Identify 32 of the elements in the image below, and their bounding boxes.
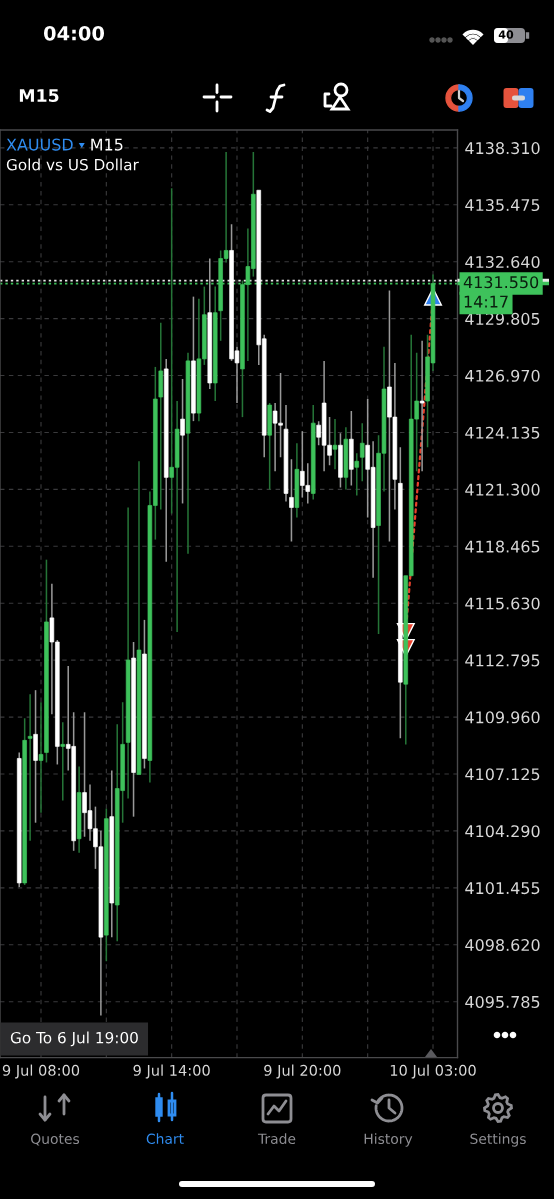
text: Gold vs US Dollar — [6, 158, 139, 171]
text: 14:17 — [464, 295, 508, 308]
x-tick-label: 9 Jul 08:00 — [2, 1064, 80, 1079]
y-tick-label: 4109.960 — [465, 711, 540, 724]
y-tick-label: 4121.300 — [465, 483, 540, 496]
y-tick-label: 4118.465 — [465, 540, 540, 553]
text: 04:00 — [43, 25, 105, 41]
y-tick-label: 4126.970 — [465, 369, 540, 382]
y-tick-label: 4107.125 — [465, 768, 540, 781]
y-tick-label: 4098.620 — [465, 938, 540, 952]
chart-title: XAUUSD — [6, 138, 73, 151]
text: Trade — [257, 1133, 296, 1145]
annotation: Go To 6 Jul 19:00 — [10, 1031, 138, 1047]
y-tick-label: 4135.475 — [465, 199, 540, 212]
y-tick-label: 4138.310 — [465, 142, 540, 155]
annotation: M15 — [91, 138, 123, 151]
text: History — [364, 1133, 413, 1147]
x-tick-label: 9 Jul 20:00 — [264, 1064, 341, 1079]
text: M15 — [19, 89, 59, 103]
text: Chart — [146, 1133, 184, 1145]
text: Settings — [470, 1133, 526, 1147]
y-tick-label: 4095.785 — [465, 995, 540, 1008]
y-tick-label: 4124.135 — [465, 426, 540, 439]
x-tick-label: 9 Jul 14:00 — [133, 1064, 210, 1079]
y-tick-label: 4101.455 — [465, 882, 540, 895]
y-tick-label: 4104.290 — [465, 825, 540, 838]
y-tick-label: 4112.795 — [465, 654, 540, 667]
x-tick-label: 10 Jul 03:00 — [390, 1064, 476, 1079]
y-tick-label: 4115.630 — [465, 597, 540, 610]
text: 40 — [498, 30, 514, 39]
text: Quotes — [31, 1133, 80, 1146]
y-tick-label: 4132.640 — [465, 255, 540, 269]
